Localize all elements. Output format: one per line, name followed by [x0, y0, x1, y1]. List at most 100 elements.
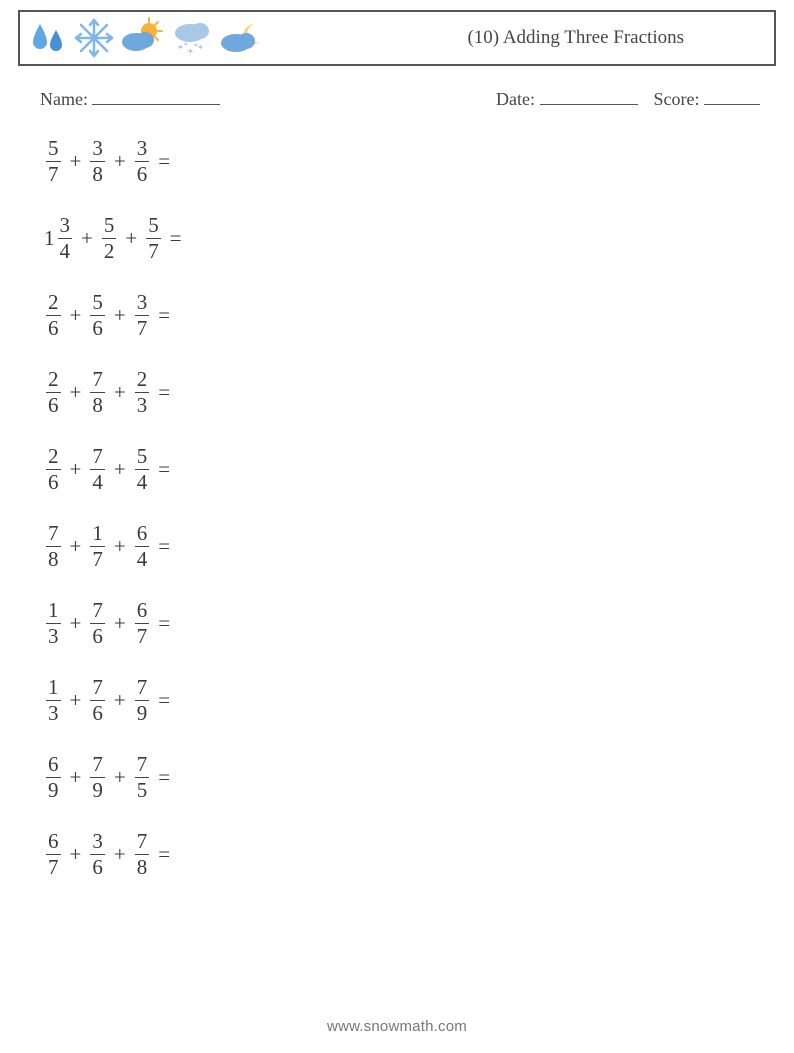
denominator: 4 [90, 470, 105, 493]
denominator: 8 [90, 162, 105, 185]
equals-sign: = [158, 842, 170, 867]
numerator: 5 [102, 215, 117, 238]
numerator: 6 [46, 831, 61, 854]
denominator: 9 [135, 701, 150, 724]
snow-cloud-icon: * * * * * [168, 16, 216, 60]
fraction: 13 [46, 677, 61, 724]
equals-sign: = [170, 226, 182, 251]
header-icons: * * * * * [26, 16, 266, 60]
numerator: 2 [46, 446, 61, 469]
numerator: 3 [90, 138, 105, 161]
sun-cloud-icon [118, 16, 166, 60]
plus-operator: + [70, 688, 82, 713]
denominator: 7 [46, 162, 61, 185]
fraction: 38 [90, 138, 105, 185]
fraction: 78 [90, 369, 105, 416]
plus-operator: + [114, 534, 126, 559]
denominator: 4 [135, 547, 150, 570]
fraction: 54 [135, 446, 150, 493]
fraction: 78 [135, 831, 150, 878]
meta-row: Name: Date: Score: [18, 86, 776, 110]
numerator: 3 [135, 138, 150, 161]
denominator: 7 [46, 855, 61, 878]
denominator: 6 [90, 855, 105, 878]
denominator: 3 [135, 393, 150, 416]
numerator: 6 [46, 754, 61, 777]
equals-sign: = [158, 688, 170, 713]
numerator: 6 [135, 600, 150, 623]
svg-text:*: * [198, 44, 203, 55]
fraction: 76 [90, 677, 105, 724]
numerator: 2 [46, 369, 61, 392]
plus-operator: + [70, 380, 82, 405]
numerator: 3 [58, 215, 73, 238]
name-label: Name: [40, 89, 88, 109]
problem-row: 69+79+75= [44, 754, 776, 801]
fraction: 13 [46, 600, 61, 647]
problems-list: 57+38+36=134+52+57=26+56+37=26+78+23=26+… [18, 138, 776, 878]
fraction: 36 [90, 831, 105, 878]
fraction: 36 [135, 138, 150, 185]
denominator: 8 [46, 547, 61, 570]
denominator: 6 [90, 701, 105, 724]
fraction: 69 [46, 754, 61, 801]
denominator: 6 [135, 162, 150, 185]
plus-operator: + [114, 842, 126, 867]
equals-sign: = [158, 534, 170, 559]
fraction: 26 [46, 369, 61, 416]
numerator: 5 [135, 446, 150, 469]
plus-operator: + [70, 534, 82, 559]
plus-operator: + [114, 149, 126, 174]
numerator: 3 [135, 292, 150, 315]
fraction: 79 [90, 754, 105, 801]
denominator: 9 [90, 778, 105, 801]
score-blank [704, 86, 760, 105]
plus-operator: + [70, 611, 82, 636]
score-field: Score: [654, 86, 760, 110]
fraction: 37 [135, 292, 150, 339]
header-box: * * * * * (10) Adding Three Fractions [18, 10, 776, 66]
fraction: 56 [90, 292, 105, 339]
footer-url: www.snowmath.com [0, 1018, 794, 1035]
name-blank [92, 86, 220, 105]
fraction: 23 [135, 369, 150, 416]
whole-number: 1 [44, 228, 55, 249]
plus-operator: + [81, 226, 93, 251]
problem-row: 26+56+37= [44, 292, 776, 339]
numerator: 7 [90, 754, 105, 777]
denominator: 9 [46, 778, 61, 801]
fraction: 67 [46, 831, 61, 878]
fraction: 74 [90, 446, 105, 493]
score-label: Score: [654, 89, 700, 109]
fraction: 26 [46, 292, 61, 339]
numerator: 7 [135, 754, 150, 777]
svg-text:*: * [178, 44, 183, 55]
problem-row: 78+17+64= [44, 523, 776, 570]
numerator: 5 [46, 138, 61, 161]
numerator: 2 [135, 369, 150, 392]
fraction: 64 [135, 523, 150, 570]
equals-sign: = [158, 765, 170, 790]
fraction: 76 [90, 600, 105, 647]
plus-operator: + [70, 303, 82, 328]
denominator: 2 [102, 239, 117, 262]
fraction: 78 [46, 523, 61, 570]
worksheet-title: (10) Adding Three Fractions [467, 27, 754, 49]
denominator: 4 [135, 470, 150, 493]
numerator: 7 [90, 369, 105, 392]
plus-operator: + [70, 765, 82, 790]
fraction: 34 [58, 215, 73, 262]
plus-operator: + [114, 457, 126, 482]
plus-operator: + [114, 611, 126, 636]
problem-row: 134+52+57= [44, 215, 776, 262]
date-blank [540, 86, 638, 105]
plus-operator: + [70, 842, 82, 867]
equals-sign: = [158, 457, 170, 482]
numerator: 5 [90, 292, 105, 315]
denominator: 3 [46, 701, 61, 724]
numerator: 7 [90, 677, 105, 700]
plus-operator: + [125, 226, 137, 251]
equals-sign: = [158, 303, 170, 328]
numerator: 6 [135, 523, 150, 546]
date-field: Date: [496, 86, 637, 110]
